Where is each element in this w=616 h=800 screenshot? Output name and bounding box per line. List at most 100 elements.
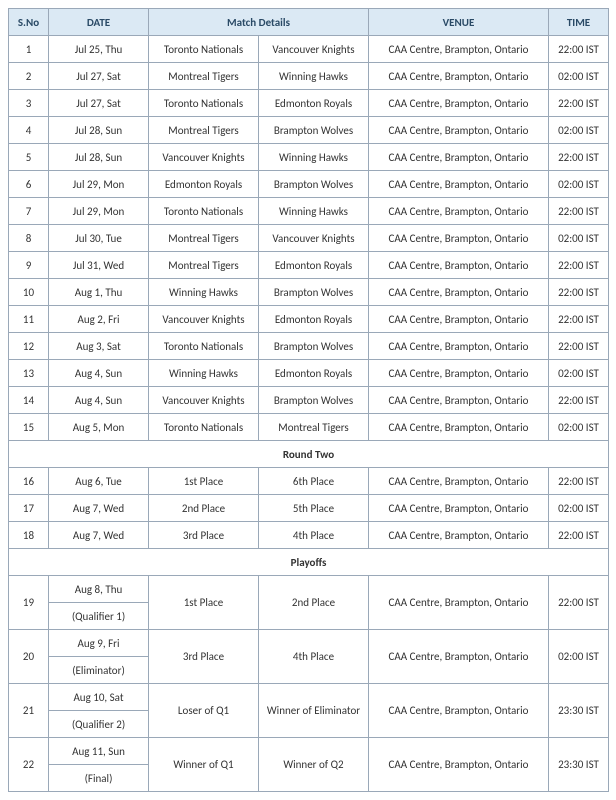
cell-sno: 10 bbox=[9, 279, 49, 306]
cell-t2: Vancouver Knights bbox=[259, 36, 369, 63]
cell-sno: 12 bbox=[9, 333, 49, 360]
cell-date: Jul 30, Tue bbox=[49, 225, 149, 252]
cell-time: 22:00 IST bbox=[549, 144, 609, 171]
cell-time: 23:30 IST bbox=[549, 738, 609, 792]
cell-sno: 13 bbox=[9, 360, 49, 387]
header-time: TIME bbox=[549, 9, 609, 36]
table-row: 13Aug 4, SunWinning HawksEdmonton Royals… bbox=[9, 360, 609, 387]
header-date: DATE bbox=[49, 9, 149, 36]
cell-stage: (Qualifier 2) bbox=[49, 711, 149, 738]
table-row: 9Jul 31, WedMontreal TigersEdmonton Roya… bbox=[9, 252, 609, 279]
cell-time: 22:00 IST bbox=[549, 36, 609, 63]
cell-time: 22:00 IST bbox=[549, 576, 609, 630]
cell-time: 02:00 IST bbox=[549, 360, 609, 387]
cell-t1: Winning Hawks bbox=[149, 360, 259, 387]
header-row: S.No DATE Match Details VENUE TIME bbox=[9, 9, 609, 36]
table-row: 6Jul 29, MonEdmonton RoyalsBrampton Wolv… bbox=[9, 171, 609, 198]
cell-venue: CAA Centre, Brampton, Ontario bbox=[369, 333, 549, 360]
cell-venue: CAA Centre, Brampton, Ontario bbox=[369, 198, 549, 225]
cell-time: 02:00 IST bbox=[549, 495, 609, 522]
cell-t2: 4th Place bbox=[259, 630, 369, 684]
cell-venue: CAA Centre, Brampton, Ontario bbox=[369, 144, 549, 171]
cell-time: 23:30 IST bbox=[549, 684, 609, 738]
cell-date: Aug 5, Mon bbox=[49, 414, 149, 441]
cell-venue: CAA Centre, Brampton, Ontario bbox=[369, 576, 549, 630]
cell-date1: Aug 11, Sun bbox=[49, 738, 149, 765]
cell-t2: Montreal Tigers bbox=[259, 414, 369, 441]
cell-date: Jul 29, Mon bbox=[49, 171, 149, 198]
cell-date: Aug 7, Wed bbox=[49, 522, 149, 549]
table-row: 14Aug 4, SunVancouver KnightsBrampton Wo… bbox=[9, 387, 609, 414]
cell-t2: 2nd Place bbox=[259, 576, 369, 630]
cell-date: Jul 27, Sat bbox=[49, 63, 149, 90]
playoff-row: 21Aug 10, SatLoser of Q1Winner of Elimin… bbox=[9, 684, 609, 711]
cell-t2: Brampton Wolves bbox=[259, 279, 369, 306]
cell-t1: Winner of Q1 bbox=[149, 738, 259, 792]
table-row: 2Jul 27, SatMontreal TigersWinning Hawks… bbox=[9, 63, 609, 90]
cell-time: 22:00 IST bbox=[549, 279, 609, 306]
cell-date: Aug 1, Thu bbox=[49, 279, 149, 306]
table-row: 8Jul 30, TueMontreal TigersVancouver Kni… bbox=[9, 225, 609, 252]
cell-date: Aug 4, Sun bbox=[49, 387, 149, 414]
cell-venue: CAA Centre, Brampton, Ontario bbox=[369, 387, 549, 414]
playoff-row: 22Aug 11, SunWinner of Q1Winner of Q2CAA… bbox=[9, 738, 609, 765]
cell-t1: Montreal Tigers bbox=[149, 117, 259, 144]
cell-t2: 5th Place bbox=[259, 495, 369, 522]
cell-venue: CAA Centre, Brampton, Ontario bbox=[369, 630, 549, 684]
playoff-row: 19Aug 8, Thu1st Place2nd PlaceCAA Centre… bbox=[9, 576, 609, 603]
cell-time: 22:00 IST bbox=[549, 522, 609, 549]
cell-date: Jul 31, Wed bbox=[49, 252, 149, 279]
cell-sno: 16 bbox=[9, 468, 49, 495]
cell-t2: Winning Hawks bbox=[259, 144, 369, 171]
cell-date: Jul 28, Sun bbox=[49, 117, 149, 144]
cell-venue: CAA Centre, Brampton, Ontario bbox=[369, 252, 549, 279]
cell-sno: 8 bbox=[9, 225, 49, 252]
cell-sno: 7 bbox=[9, 198, 49, 225]
cell-t2: Edmonton Royals bbox=[259, 252, 369, 279]
cell-t2: Winner of Q2 bbox=[259, 738, 369, 792]
cell-t1: Vancouver Knights bbox=[149, 144, 259, 171]
section-round-two: Round Two bbox=[9, 441, 609, 468]
header-sno: S.No bbox=[9, 9, 49, 36]
cell-date1: Aug 8, Thu bbox=[49, 576, 149, 603]
cell-venue: CAA Centre, Brampton, Ontario bbox=[369, 171, 549, 198]
cell-t1: 3rd Place bbox=[149, 522, 259, 549]
cell-date: Jul 29, Mon bbox=[49, 198, 149, 225]
cell-t2: Brampton Wolves bbox=[259, 117, 369, 144]
table-row: 18Aug 7, Wed3rd Place4th PlaceCAA Centre… bbox=[9, 522, 609, 549]
cell-t1: 3rd Place bbox=[149, 630, 259, 684]
table-row: 5Jul 28, SunVancouver KnightsWinning Haw… bbox=[9, 144, 609, 171]
table-row: 7Jul 29, MonToronto NationalsWinning Haw… bbox=[9, 198, 609, 225]
cell-t1: Toronto Nationals bbox=[149, 333, 259, 360]
table-row: 4Jul 28, SunMontreal TigersBrampton Wolv… bbox=[9, 117, 609, 144]
cell-date1: Aug 9, Fri bbox=[49, 630, 149, 657]
table-row: 17Aug 7, Wed2nd Place5th PlaceCAA Centre… bbox=[9, 495, 609, 522]
cell-venue: CAA Centre, Brampton, Ontario bbox=[369, 306, 549, 333]
cell-t1: 1st Place bbox=[149, 576, 259, 630]
table-row: 11Aug 2, FriVancouver KnightsEdmonton Ro… bbox=[9, 306, 609, 333]
cell-date: Aug 6, Tue bbox=[49, 468, 149, 495]
cell-t1: Montreal Tigers bbox=[149, 63, 259, 90]
cell-sno: 20 bbox=[9, 630, 49, 684]
cell-stage: (Eliminator) bbox=[49, 657, 149, 684]
cell-time: 02:00 IST bbox=[549, 117, 609, 144]
cell-venue: CAA Centre, Brampton, Ontario bbox=[369, 63, 549, 90]
section-label: Playoffs bbox=[9, 549, 609, 576]
cell-t1: Loser of Q1 bbox=[149, 684, 259, 738]
cell-t1: Vancouver Knights bbox=[149, 306, 259, 333]
cell-sno: 9 bbox=[9, 252, 49, 279]
cell-time: 22:00 IST bbox=[549, 468, 609, 495]
schedule-table: S.No DATE Match Details VENUE TIME 1Jul … bbox=[8, 8, 609, 792]
cell-sno: 6 bbox=[9, 171, 49, 198]
cell-venue: CAA Centre, Brampton, Ontario bbox=[369, 468, 549, 495]
cell-venue: CAA Centre, Brampton, Ontario bbox=[369, 495, 549, 522]
cell-sno: 21 bbox=[9, 684, 49, 738]
cell-t1: Winning Hawks bbox=[149, 279, 259, 306]
header-match: Match Details bbox=[149, 9, 369, 36]
cell-sno: 17 bbox=[9, 495, 49, 522]
cell-t1: Toronto Nationals bbox=[149, 90, 259, 117]
cell-date: Aug 3, Sat bbox=[49, 333, 149, 360]
cell-t1: Toronto Nationals bbox=[149, 36, 259, 63]
cell-venue: CAA Centre, Brampton, Ontario bbox=[369, 279, 549, 306]
cell-t1: Montreal Tigers bbox=[149, 225, 259, 252]
